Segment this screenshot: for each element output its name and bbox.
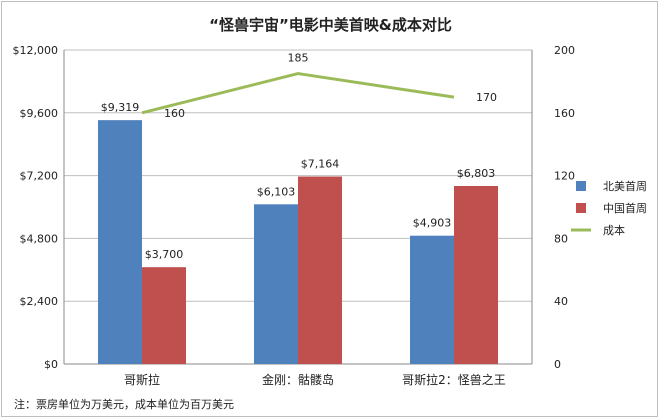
y-right-tick-label: 200 (554, 44, 575, 57)
bar (142, 267, 186, 364)
legend-label: 成本 (603, 223, 625, 237)
bar-data-label: $9,319 (101, 101, 140, 114)
y-right-tick-label: 160 (554, 107, 575, 120)
bar (410, 235, 454, 364)
legend-swatch (576, 203, 586, 213)
x-tick-label: 金刚：骷髅岛 (262, 372, 334, 387)
y-right-tick-label: 40 (554, 295, 568, 308)
bar (298, 176, 342, 364)
legend-swatch (576, 181, 586, 191)
bar-data-label: $6,803 (457, 167, 496, 180)
bar-data-label: $6,103 (257, 185, 296, 198)
chart-note: 注：票房单位为万美元，成本单位为百万美元 (14, 398, 234, 411)
x-tick-label: 哥斯拉 (124, 372, 160, 387)
cost-line (141, 72, 455, 115)
bar (98, 120, 142, 364)
chart-title: “怪兽宇宙”电影中美首映&成本对比 (209, 16, 452, 34)
y-left-tick-label: $2,400 (20, 295, 59, 308)
y-left-tick-label: $4,800 (20, 232, 59, 245)
y-right-tick-label: 0 (554, 358, 561, 371)
bar-data-label: $3,700 (145, 248, 184, 261)
bar (254, 204, 298, 364)
y-left-tick-label: $7,200 (20, 170, 59, 183)
bar-data-label: $7,164 (301, 158, 340, 171)
line-data-label: 170 (476, 91, 497, 104)
y-right-tick-label: 120 (554, 170, 575, 183)
legend-label: 北美首周 (603, 179, 647, 193)
y-right-tick-label: 80 (554, 232, 568, 245)
bar-data-label: $4,903 (413, 217, 452, 230)
line-data-label: 160 (164, 107, 185, 120)
y-left-tick-label: $9,600 (20, 107, 59, 120)
x-tick-label: 哥斯拉2：怪兽之王 (402, 372, 506, 387)
line-data-label: 185 (288, 52, 309, 65)
bar (454, 185, 498, 364)
y-left-tick-label: $12,000 (13, 44, 59, 57)
legend-label: 中国首周 (603, 201, 647, 215)
y-left-tick-label: $0 (44, 358, 58, 371)
